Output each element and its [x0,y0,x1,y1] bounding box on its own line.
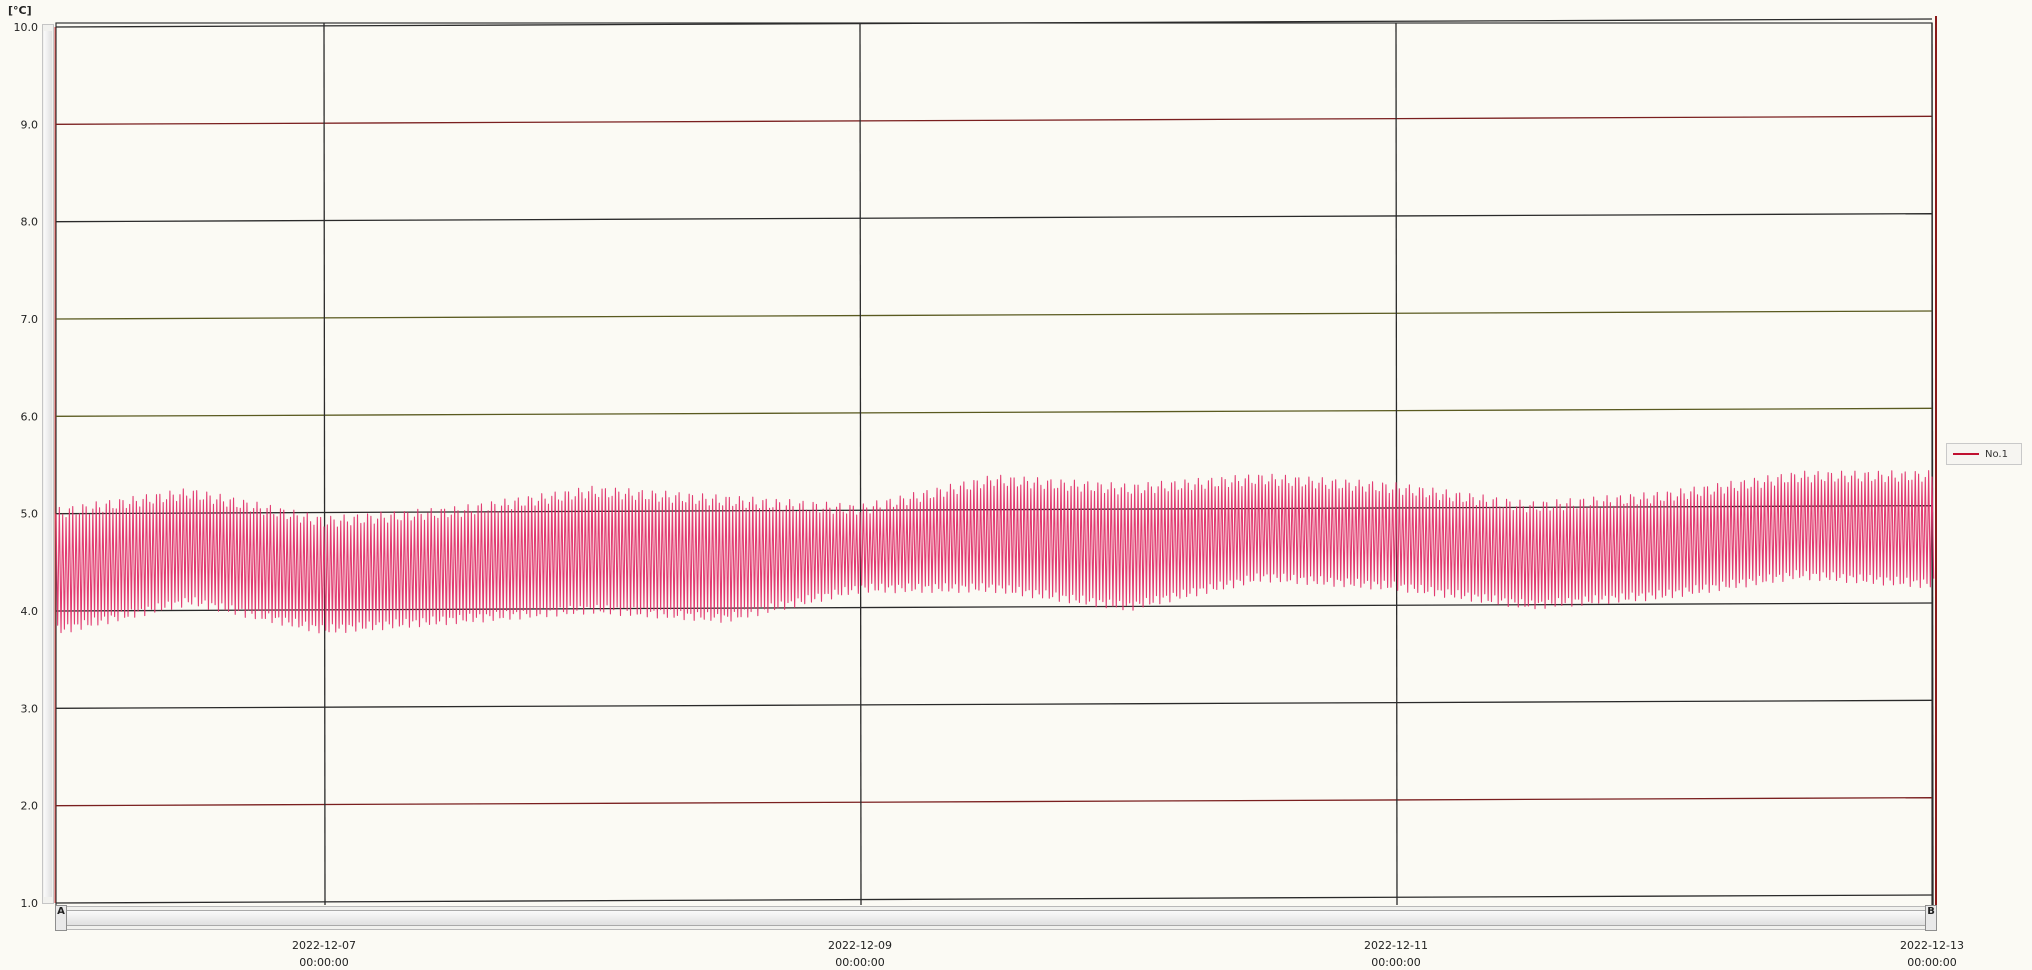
series-layer [55,470,1935,634]
x-gridline [859,22,862,906]
y-gridline [55,213,1933,223]
plot-frame [55,22,1933,908]
y-tick-label: 1.0 [21,897,39,910]
y-tick-label: 7.0 [21,313,39,326]
y-gridline [55,699,1933,709]
y-gridline [55,894,1933,904]
x-tick-time: 00:00:00 [835,956,884,969]
y-axis-unit-label: [°C] [8,4,32,17]
y-tick-label: 10.0 [14,21,39,34]
x-gridline [1931,22,1934,906]
y-gridline [55,115,1933,125]
y-gridline [55,18,1933,28]
vertical-scroll-thumb[interactable] [44,31,52,897]
x-gridline [323,22,326,906]
horizontal-scrollbar[interactable]: A B [55,905,1937,931]
y-tick-label: 4.0 [21,605,39,618]
x-tick-date: 2022-12-07 [292,939,356,952]
y-gridline [55,797,1933,807]
x-gridline [1395,22,1398,906]
y-tick-label: 3.0 [21,702,39,715]
scroll-handle-b[interactable]: B [1925,905,1937,931]
y-tick-label: 2.0 [21,800,39,813]
x-tick-date: 2022-12-13 [1900,939,1964,952]
y-tick-label: 5.0 [21,508,39,521]
scroll-handle-a[interactable]: A [55,905,67,931]
x-tick-time: 00:00:00 [1907,956,1956,969]
x-tick-time: 00:00:00 [299,956,348,969]
y-gridline [55,602,1933,612]
axis-layer: 10.0 9.0 8.0 7.0 6.0 5.0 4.0 3.0 2.0 1.0 2022-12-0… [14,21,1964,969]
legend-swatch-no1 [1953,453,1979,455]
y-gridline [55,310,1933,320]
x-tick-time: 00:00:00 [1371,956,1420,969]
y-gridline [55,407,1933,417]
horizontal-scroll-thumb[interactable] [61,910,1931,926]
y-tick-label: 6.0 [21,410,39,423]
x-tick-date: 2022-12-11 [1364,939,1428,952]
x-tick-date: 2022-12-09 [828,939,892,952]
legend-label-no1: No.1 [1985,448,2008,460]
legend: No.1 [1946,443,2022,465]
grid-layer [54,16,1937,908]
series-line-no1 [55,470,1935,634]
y-tick-label: 9.0 [21,118,39,131]
y-tick-label: 8.0 [21,216,39,229]
vertical-scrollbar[interactable] [42,24,54,904]
